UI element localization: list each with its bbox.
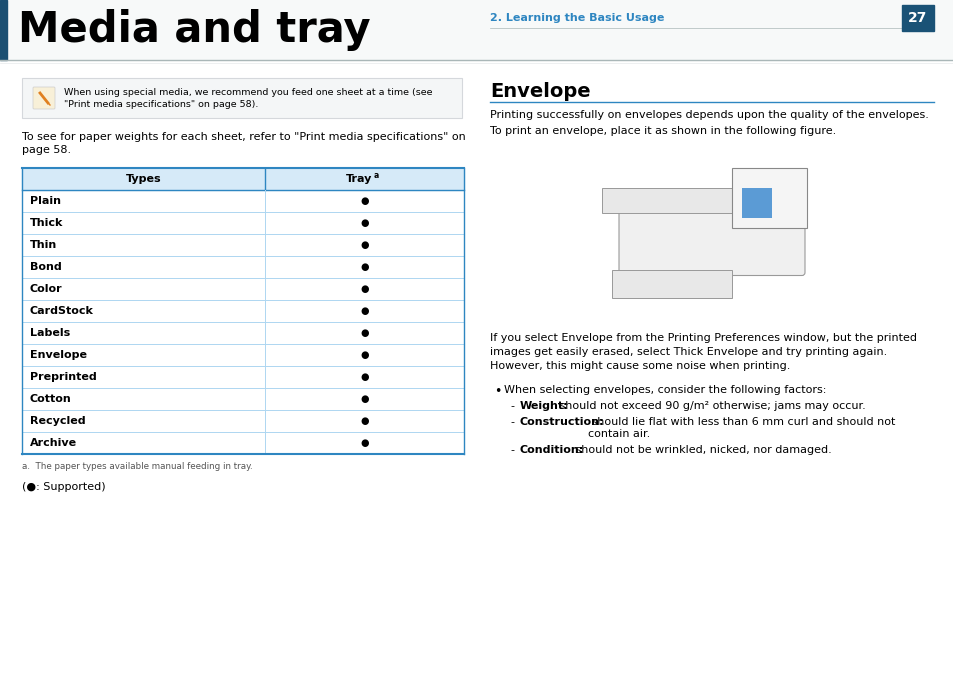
Text: Labels: Labels <box>30 328 71 338</box>
Text: Envelope: Envelope <box>30 350 87 360</box>
Text: Thin: Thin <box>30 240 57 250</box>
Bar <box>0 0 7 60</box>
Text: a.  The paper types available manual feeding in tray.: a. The paper types available manual feed… <box>22 462 253 471</box>
FancyBboxPatch shape <box>731 167 806 227</box>
Text: -: - <box>510 417 514 427</box>
Text: "Print media specifications" on page 58).: "Print media specifications" on page 58)… <box>64 100 258 109</box>
Text: Printing successfully on envelopes depends upon the quality of the envelopes.: Printing successfully on envelopes depen… <box>490 110 928 120</box>
Text: a: a <box>374 171 378 180</box>
Text: ●: ● <box>360 196 369 206</box>
Text: Bond: Bond <box>30 262 62 272</box>
Text: Media and tray: Media and tray <box>18 9 370 51</box>
Text: ●: ● <box>360 328 369 338</box>
Text: Types: Types <box>126 174 161 184</box>
Text: ●: ● <box>360 438 369 448</box>
Bar <box>0 0 953 60</box>
Text: If you select Envelope from the Printing Preferences window, but the printed
ima: If you select Envelope from the Printing… <box>490 333 916 371</box>
Text: ●: ● <box>360 350 369 360</box>
Text: ●: ● <box>360 284 369 294</box>
Text: ●: ● <box>360 240 369 250</box>
Text: Recycled: Recycled <box>30 416 86 426</box>
Text: Color: Color <box>30 284 63 294</box>
Text: Condition:: Condition: <box>519 445 583 455</box>
Text: •: • <box>494 385 501 398</box>
Text: should not be wrinkled, nicked, nor damaged.: should not be wrinkled, nicked, nor dama… <box>572 445 831 455</box>
Bar <box>601 188 731 213</box>
Text: -: - <box>510 401 514 411</box>
Text: should not exceed 90 g/m² otherwise; jams may occur.: should not exceed 90 g/m² otherwise; jam… <box>556 401 865 411</box>
Text: page 58.: page 58. <box>22 145 71 155</box>
Bar <box>901 5 933 31</box>
Text: ●: ● <box>360 394 369 404</box>
Text: ●: ● <box>360 372 369 382</box>
Text: 2. Learning the Basic Usage: 2. Learning the Basic Usage <box>490 13 663 23</box>
Text: ●: ● <box>360 306 369 316</box>
Bar <box>612 269 731 298</box>
Text: should lie flat with less than 6 mm curl and should not
contain air.: should lie flat with less than 6 mm curl… <box>587 417 894 439</box>
Text: Weight:: Weight: <box>519 401 568 411</box>
FancyBboxPatch shape <box>22 78 461 118</box>
FancyBboxPatch shape <box>33 87 55 109</box>
Text: (●: Supported): (●: Supported) <box>22 482 106 492</box>
Text: Preprinted: Preprinted <box>30 372 96 382</box>
Text: Construction:: Construction: <box>519 417 604 427</box>
Text: To see for paper weights for each sheet, refer to "Print media specifications" o: To see for paper weights for each sheet,… <box>22 132 465 142</box>
Bar <box>741 188 771 217</box>
Text: When using special media, we recommend you feed one sheet at a time (see: When using special media, we recommend y… <box>64 88 432 97</box>
Text: Tray: Tray <box>346 174 373 184</box>
Text: To print an envelope, place it as shown in the following figure.: To print an envelope, place it as shown … <box>490 126 836 136</box>
Text: ●: ● <box>360 262 369 272</box>
Bar <box>22 168 463 190</box>
Text: Thick: Thick <box>30 218 63 228</box>
Text: ●: ● <box>360 218 369 228</box>
Text: 27: 27 <box>907 11 926 25</box>
Text: Cotton: Cotton <box>30 394 71 404</box>
FancyBboxPatch shape <box>618 190 804 275</box>
Text: Envelope: Envelope <box>490 82 590 101</box>
Text: When selecting envelopes, consider the following factors:: When selecting envelopes, consider the f… <box>503 385 825 395</box>
Text: CardStock: CardStock <box>30 306 93 316</box>
Text: Plain: Plain <box>30 196 61 206</box>
Text: ●: ● <box>360 416 369 426</box>
Text: Archive: Archive <box>30 438 77 448</box>
Text: -: - <box>510 445 514 455</box>
